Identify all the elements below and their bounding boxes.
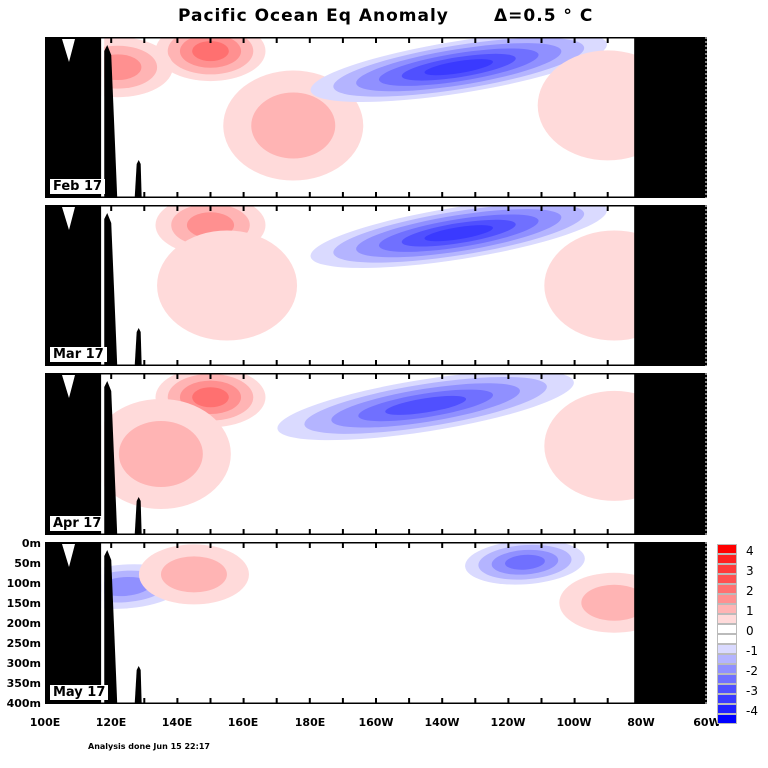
panel-label: May 17: [50, 685, 109, 700]
colorbar-label: 2: [746, 584, 754, 598]
colorbar-swatch: [717, 614, 737, 624]
land-mask-east: [634, 373, 707, 535]
island-spike: [134, 666, 142, 704]
x-tick-label: 120E: [95, 716, 127, 729]
anomaly-contour: [504, 554, 545, 570]
colorbar-label: 0: [746, 624, 754, 638]
land-mask-west: [45, 205, 102, 366]
panel-apr: Apr 17: [45, 373, 707, 535]
anomaly-contour: [385, 395, 467, 415]
colorbar-swatch: [717, 714, 737, 724]
land-notch: [62, 207, 75, 230]
land-mask-west: [45, 542, 102, 704]
coast-spike: [104, 550, 118, 704]
colorbar-swatch: [717, 594, 737, 604]
colorbar-label: -4: [746, 704, 758, 718]
y-tick-label: 400m: [6, 697, 41, 710]
y-tick-label: 200m: [6, 617, 41, 630]
anomaly-contour: [581, 584, 648, 621]
coast-spike: [104, 213, 118, 366]
anomaly-contour: [118, 421, 203, 487]
y-tick-label: 350m: [6, 677, 41, 690]
colorbar-label: -2: [746, 664, 758, 678]
x-tick-label: 80W: [627, 716, 655, 729]
x-tick-label: 160E: [227, 716, 259, 729]
colorbar: [717, 544, 739, 724]
coast-spike: [104, 45, 118, 198]
colorbar-swatch: [717, 674, 737, 684]
island-spike: [134, 328, 142, 366]
chart-title: Pacific Ocean Eq Anomaly Δ=0.5 ° C: [0, 6, 768, 30]
colorbar-swatch: [717, 644, 737, 654]
coast-gap: [101, 37, 105, 198]
colorbar-label: 3: [746, 564, 754, 578]
panel-may: May 17: [45, 542, 707, 704]
anomaly-contour: [192, 41, 229, 62]
x-tick-label: 100W: [556, 716, 592, 729]
panel-label: Mar 17: [50, 347, 107, 362]
colorbar-swatch: [717, 584, 737, 594]
colorbar-swatch: [717, 624, 737, 634]
land-mask-west: [45, 373, 102, 535]
colorbar-swatch: [717, 604, 737, 614]
panel-label: Feb 17: [50, 179, 106, 194]
y-tick-label: 250m: [6, 637, 41, 650]
y-tick-label: 100m: [6, 577, 41, 590]
colorbar-swatch: [717, 694, 737, 704]
panel-label: Apr 17: [50, 516, 105, 531]
title-text: Pacific Ocean Eq Anomaly: [178, 6, 449, 26]
land-mask-west: [45, 37, 102, 198]
panel-plot: [45, 205, 707, 366]
colorbar-label: 1: [746, 604, 754, 618]
panel-plot: [45, 37, 707, 198]
colorbar-swatch: [717, 654, 737, 664]
y-tick-label: 50m: [14, 557, 41, 570]
colorbar-swatch: [717, 554, 737, 564]
colorbar-swatch: [717, 704, 737, 714]
panel-plot: [45, 373, 707, 535]
land-notch: [62, 375, 75, 398]
anomaly-contour: [251, 92, 336, 159]
y-tick-label: 150m: [6, 597, 41, 610]
colorbar-swatch: [717, 684, 737, 694]
x-tick-label: 140E: [161, 716, 193, 729]
x-tick-label: 140W: [424, 716, 460, 729]
land-notch: [62, 39, 75, 62]
anomaly-contour: [160, 556, 227, 593]
colorbar-swatch: [717, 564, 737, 574]
panel-feb: Feb 17: [45, 37, 707, 198]
anomaly-contour: [424, 225, 493, 242]
panel-mar: Mar 17: [45, 205, 707, 366]
anomaly-contour: [192, 387, 229, 408]
colorbar-label: -3: [746, 684, 758, 698]
panel-plot: [45, 542, 707, 704]
x-tick-label: 120W: [490, 716, 526, 729]
analysis-timestamp: Analysis done Jun 15 22:17: [88, 742, 210, 751]
anomaly-contour: [157, 230, 298, 341]
land-notch: [62, 544, 75, 567]
colorbar-swatch: [717, 664, 737, 674]
island-spike: [134, 497, 142, 535]
land-mask-east: [634, 542, 707, 704]
x-tick-label: 160W: [358, 716, 394, 729]
colorbar-swatch: [717, 544, 737, 554]
colorbar-label: -1: [746, 644, 758, 658]
colorbar-swatch: [717, 574, 737, 584]
x-tick-label: 60W: [693, 716, 721, 729]
coast-gap: [101, 373, 105, 535]
coast-spike: [104, 381, 118, 535]
y-tick-label: 0m: [21, 537, 41, 550]
colorbar-swatch: [717, 634, 737, 644]
colorbar-label: 4: [746, 544, 754, 558]
x-tick-label: 180E: [294, 716, 326, 729]
anomaly-contour: [424, 59, 493, 76]
y-tick-label: 300m: [6, 657, 41, 670]
coast-gap: [101, 205, 105, 366]
land-mask-east: [634, 205, 707, 366]
contour-interval-label: Δ=0.5 ° C: [494, 6, 594, 26]
land-mask-east: [634, 37, 707, 198]
coast-gap: [101, 542, 105, 704]
x-tick-label: 100E: [29, 716, 61, 729]
island-spike: [134, 160, 142, 198]
